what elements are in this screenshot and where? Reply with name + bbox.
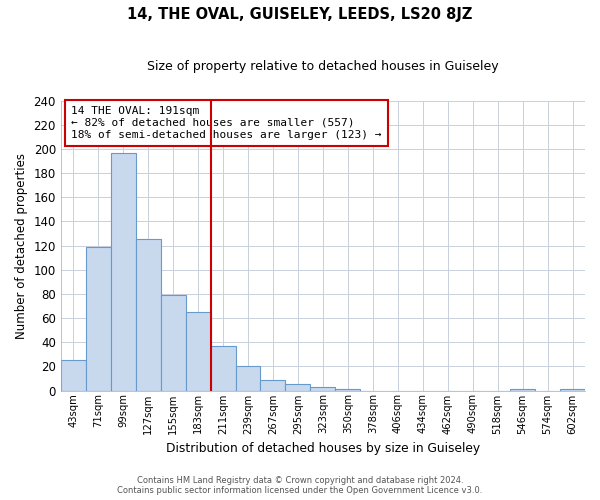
Bar (185, 312, 211, 390)
Bar (111, 152, 136, 390)
Y-axis label: Number of detached properties: Number of detached properties (15, 152, 28, 338)
Text: 14, THE OVAL, GUISELEY, LEEDS, LS20 8JZ: 14, THE OVAL, GUISELEY, LEEDS, LS20 8JZ (127, 8, 473, 22)
Bar (136, 240, 161, 390)
Title: Size of property relative to detached houses in Guiseley: Size of property relative to detached ho… (147, 60, 499, 73)
Bar (86, 246, 111, 390)
Bar (61, 360, 86, 390)
Bar (236, 366, 260, 390)
Bar (286, 384, 310, 390)
Text: Contains HM Land Registry data © Crown copyright and database right 2024.
Contai: Contains HM Land Registry data © Crown c… (118, 476, 482, 495)
X-axis label: Distribution of detached houses by size in Guiseley: Distribution of detached houses by size … (166, 442, 480, 455)
Bar (260, 380, 286, 390)
Bar (211, 346, 236, 391)
Bar (161, 295, 185, 390)
Text: 14 THE OVAL: 191sqm
← 82% of detached houses are smaller (557)
18% of semi-detac: 14 THE OVAL: 191sqm ← 82% of detached ho… (71, 106, 382, 140)
Bar (310, 387, 335, 390)
